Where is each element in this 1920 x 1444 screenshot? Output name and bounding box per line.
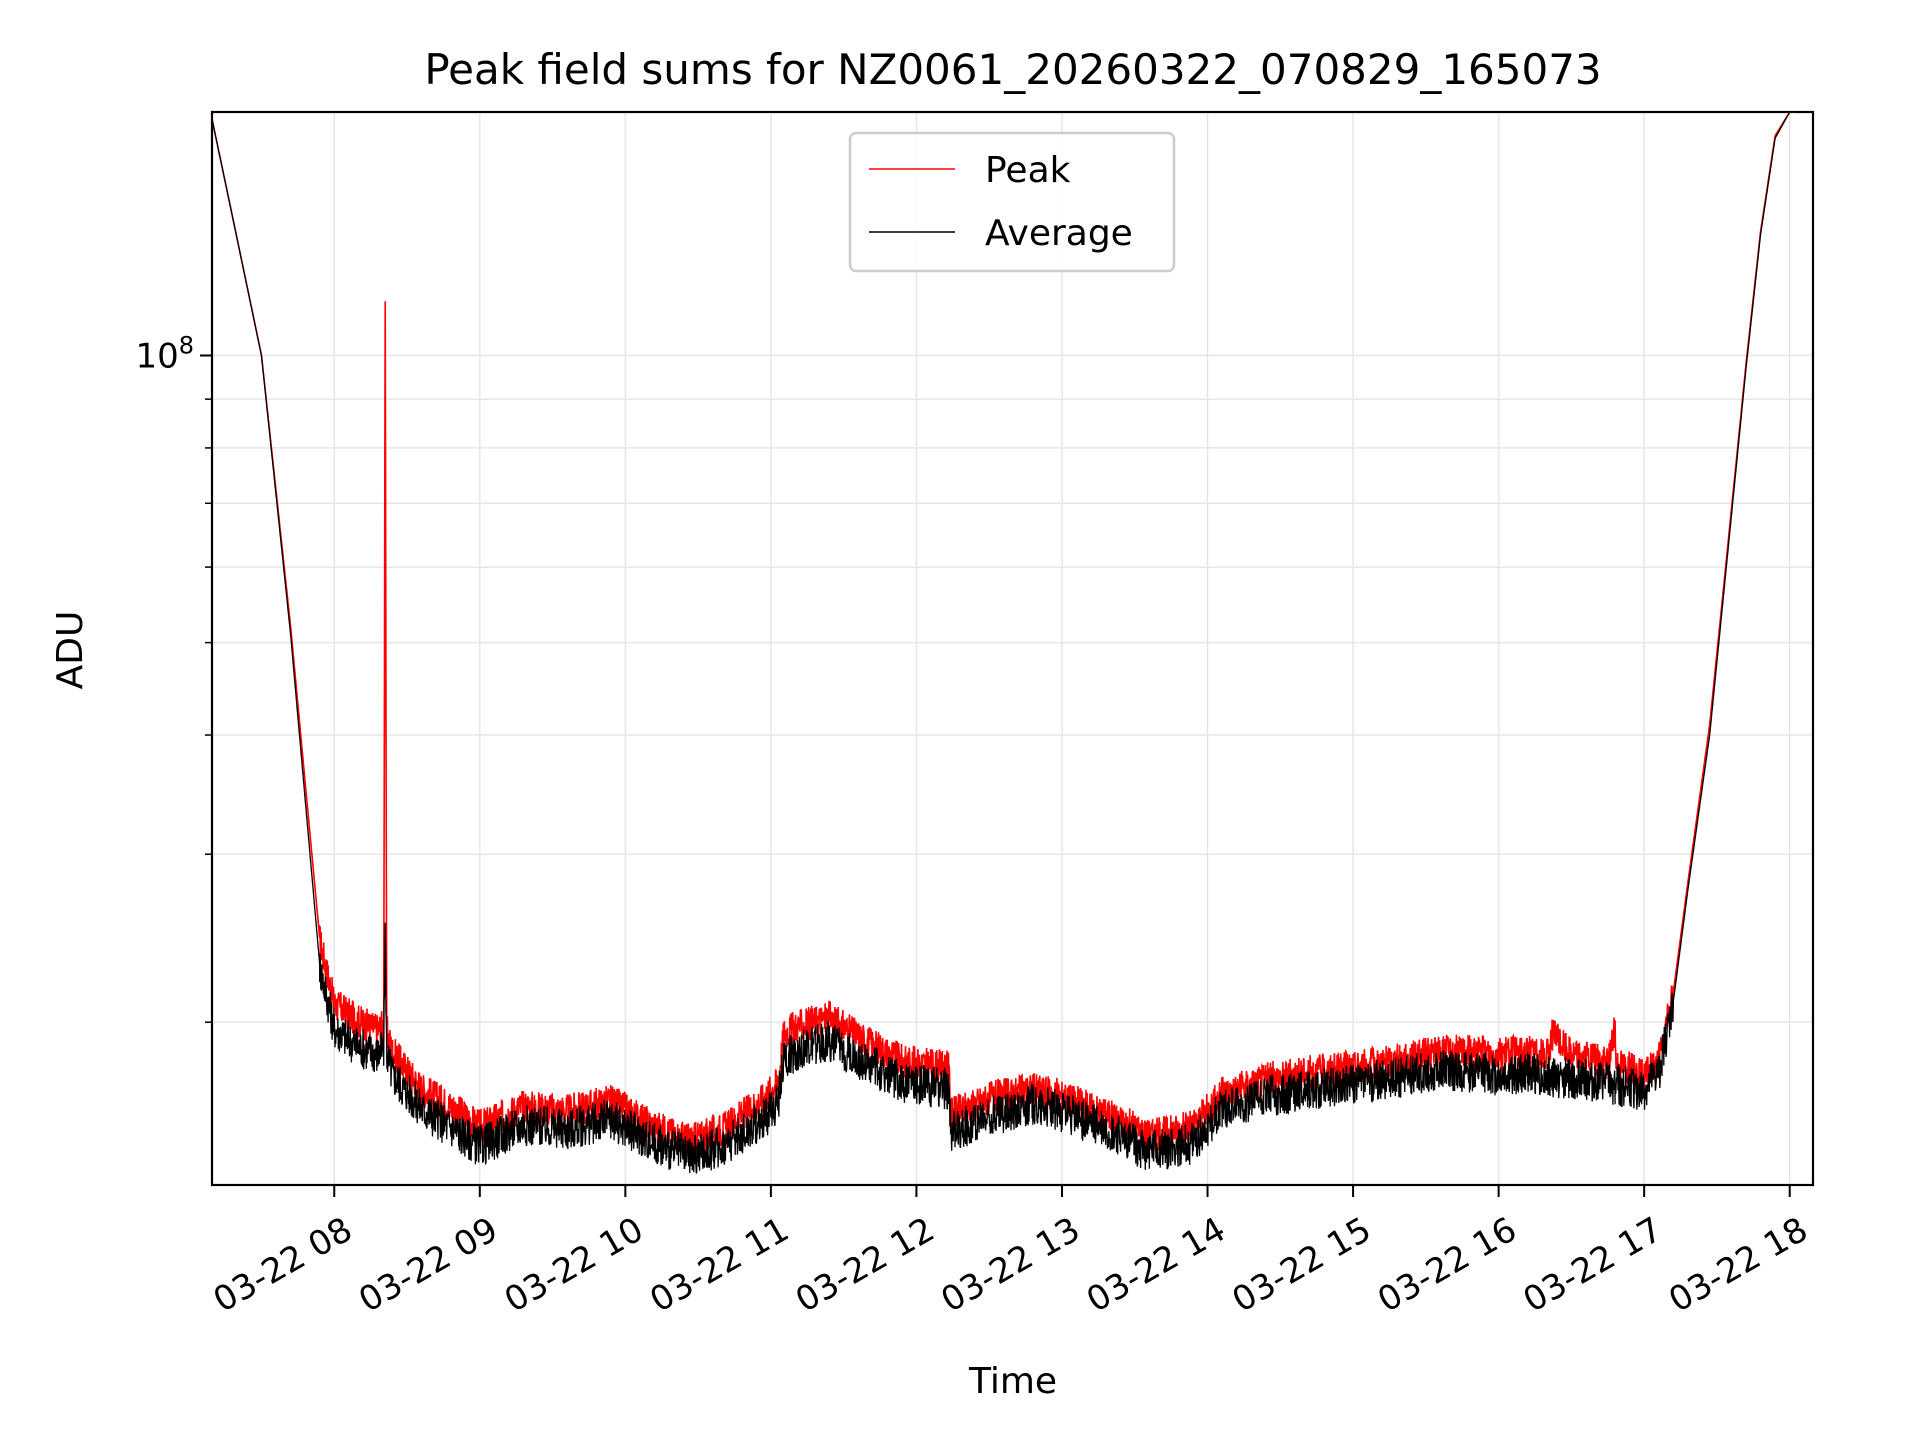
plot-area [210, 110, 1815, 1187]
legend-box [848, 131, 1176, 273]
series-line-average [212, 112, 1797, 1174]
x-axis-label: Time [968, 1361, 1057, 1402]
y-tick-label: 108 [135, 331, 194, 376]
legend: Peak Average [848, 131, 1176, 273]
legend-label-peak: Peak [985, 150, 1071, 191]
plot-frame [210, 110, 1815, 1187]
legend-label-average: Average [985, 213, 1133, 254]
series-lines [212, 112, 1797, 1174]
chart-title: Peak field sums for NZ0061_20260322_0708… [424, 45, 1601, 94]
grid-lines [212, 112, 1813, 1185]
y-axis-label: ADU [50, 611, 91, 690]
series-line-peak [212, 112, 1797, 1156]
